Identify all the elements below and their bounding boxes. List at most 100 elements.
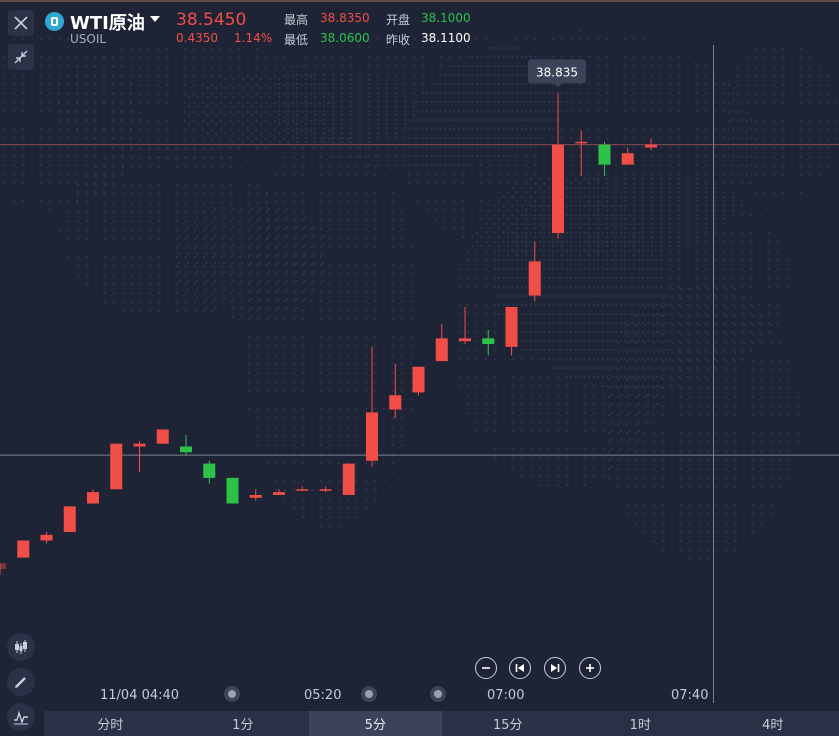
map-dot <box>542 213 546 217</box>
map-dot <box>139 264 143 268</box>
map-dot <box>641 64 645 68</box>
map-dot <box>147 83 151 87</box>
map-dot <box>565 384 569 388</box>
map-dot <box>769 332 773 336</box>
map-dot <box>650 231 654 235</box>
map-dot <box>650 348 654 352</box>
map-dot <box>268 104 272 108</box>
map-dot <box>346 209 350 213</box>
map-dot <box>659 285 663 289</box>
map-dot <box>520 474 524 478</box>
map-dot <box>493 204 497 208</box>
map-dot <box>587 204 591 208</box>
map-dot <box>484 393 488 397</box>
map-dot <box>502 64 506 68</box>
map-dot <box>643 323 647 327</box>
map-dot <box>704 294 708 298</box>
map-dot <box>614 154 618 158</box>
map-dot <box>129 74 133 78</box>
map-dot <box>742 503 746 507</box>
map-dot <box>520 231 524 235</box>
map-dot <box>533 217 537 221</box>
map-dot <box>313 118 317 122</box>
map-dot <box>484 136 488 140</box>
map-dot <box>228 74 232 78</box>
map-dot <box>506 285 510 289</box>
map-dot <box>637 438 641 442</box>
map-dot <box>670 530 674 534</box>
map-dot <box>157 237 161 241</box>
map-dot <box>187 104 191 108</box>
map-dot <box>724 458 728 462</box>
map-dot <box>201 101 205 105</box>
map-dot <box>772 119 776 123</box>
map-dot <box>274 434 278 438</box>
map-dot <box>596 303 600 307</box>
map-dot <box>461 199 465 203</box>
map-dot <box>650 357 654 361</box>
map-dot <box>616 467 620 471</box>
map-dot <box>650 204 654 208</box>
map-dot <box>668 222 672 226</box>
map-dot <box>733 548 737 552</box>
map-dot <box>274 308 278 312</box>
map-dot <box>193 264 197 268</box>
map-dot <box>772 155 776 159</box>
map-dot <box>643 404 647 408</box>
map-dot <box>529 375 533 379</box>
map-dot <box>778 341 782 345</box>
map-dot <box>745 155 749 159</box>
map-dot <box>668 285 672 289</box>
map-dot <box>391 326 395 330</box>
map-dot <box>502 127 506 131</box>
map-dot <box>787 395 791 399</box>
map-dot <box>502 109 506 113</box>
map-dot <box>202 147 206 151</box>
map-dot <box>740 339 744 343</box>
map-dot <box>583 321 587 325</box>
map-dot <box>670 413 674 417</box>
map-dot <box>506 118 510 122</box>
map-dot <box>652 440 656 444</box>
map-dot <box>637 429 641 433</box>
map-dot <box>596 204 600 208</box>
map-dot <box>304 122 308 126</box>
map-dot <box>256 353 260 357</box>
map-dot <box>346 497 350 501</box>
map-dot <box>484 357 488 361</box>
map-dot <box>605 231 609 235</box>
map-dot <box>264 137 268 141</box>
map-dot <box>328 227 332 231</box>
map-dot <box>713 240 717 244</box>
map-dot <box>520 420 524 424</box>
map-dot <box>439 127 443 131</box>
map-dot <box>461 235 465 239</box>
map-dot <box>574 474 578 478</box>
map-dot <box>313 91 317 95</box>
map-dot <box>364 353 368 357</box>
map-dot <box>760 359 764 363</box>
map-dot <box>394 100 398 104</box>
map-dot <box>520 82 524 86</box>
map-dot <box>632 312 636 316</box>
map-dot <box>385 104 389 108</box>
map-dot <box>273 65 277 69</box>
map-dot <box>247 317 251 321</box>
map-dot <box>659 208 663 212</box>
map-dot <box>610 447 614 451</box>
map-dot <box>524 253 528 257</box>
map-dot <box>619 267 623 271</box>
map-dot <box>385 109 389 113</box>
map-dot <box>547 465 551 469</box>
map-dot <box>677 172 681 176</box>
map-dot <box>283 389 287 393</box>
map-dot <box>237 83 241 87</box>
map-dot <box>722 312 726 316</box>
map-dot <box>461 109 465 113</box>
map-dot <box>632 258 636 262</box>
map-dot <box>502 55 506 59</box>
map-dot <box>677 244 681 248</box>
map-dot <box>533 222 537 226</box>
map-dot <box>346 362 350 366</box>
